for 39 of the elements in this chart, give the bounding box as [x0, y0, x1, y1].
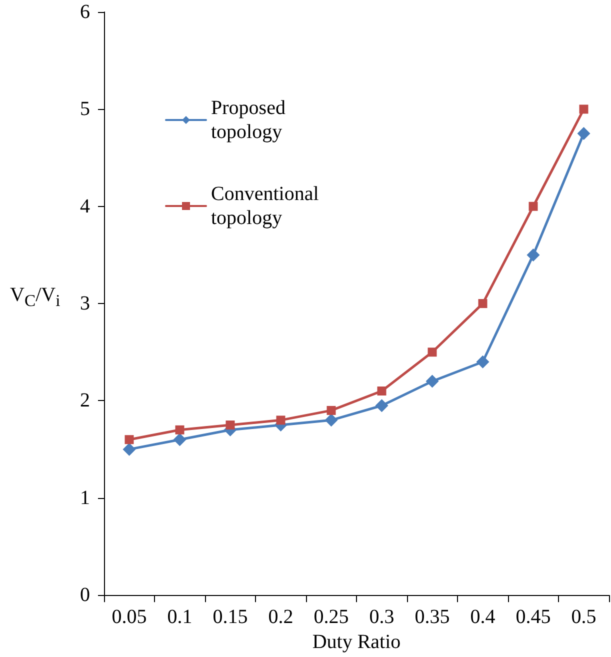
x-tick-label: 0.25	[314, 606, 349, 628]
x-tick-label: 0.1	[167, 606, 192, 628]
y-tick-label: 3	[80, 292, 90, 315]
y-tick-label: 2	[80, 390, 90, 412]
x-tick-label: 0.05	[112, 606, 147, 628]
legend-label: Conventional topology	[211, 183, 324, 229]
y-tick-label: 6	[80, 1, 90, 23]
y-tick-label: 4	[80, 195, 90, 218]
x-tick-label: 0.4	[470, 606, 496, 628]
point	[528, 202, 538, 211]
point	[276, 416, 286, 425]
x-tick-label: 0.2	[268, 606, 294, 628]
y-axis-title: V$_{C}$/V$_{i}$	[10, 283, 60, 311]
point	[226, 420, 235, 430]
point	[122, 442, 136, 456]
point	[375, 399, 388, 412]
point	[478, 299, 488, 308]
x-tick-label: 0.5	[571, 606, 596, 628]
point	[377, 386, 386, 396]
point	[426, 374, 439, 388]
point	[476, 355, 490, 368]
y-tick-label: 1	[80, 486, 90, 509]
x-axis-title: Duty Ratio	[312, 631, 401, 653]
point	[526, 248, 540, 262]
x-tick-label: 0.3	[369, 606, 394, 628]
legend-label: Proposed topology	[211, 97, 290, 143]
y-tick-label: 5	[80, 98, 90, 120]
point	[577, 126, 590, 140]
y-tick-label: 0	[80, 584, 90, 606]
point	[173, 433, 186, 446]
point	[326, 406, 336, 415]
point	[324, 414, 338, 427]
point	[428, 348, 437, 357]
point	[124, 435, 134, 444]
point	[175, 425, 184, 434]
point	[579, 104, 588, 114]
x-tick-label: 0.15	[212, 606, 248, 628]
x-tick-label: 0.45	[516, 606, 551, 628]
x-tick-label: 0.35	[414, 606, 450, 628]
